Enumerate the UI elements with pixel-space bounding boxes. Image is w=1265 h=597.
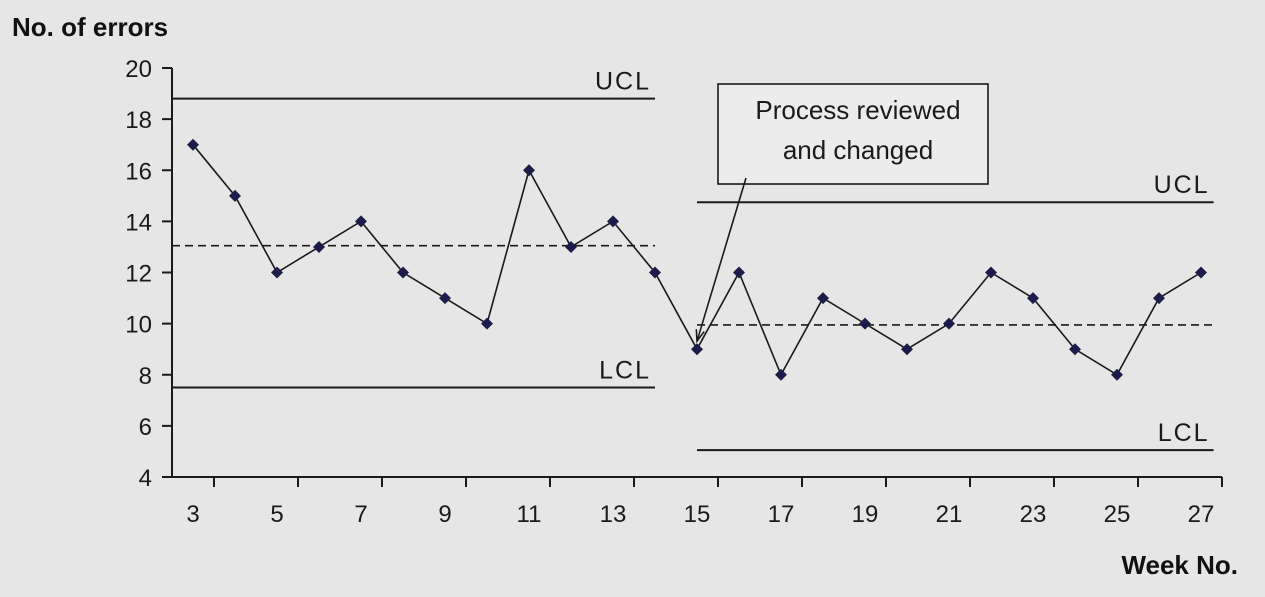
x-tick-label: 25 [1104, 501, 1131, 528]
annotation-arrow [696, 177, 747, 342]
y-tick-label: 12 [125, 261, 152, 288]
data-point [943, 317, 955, 330]
data-point [607, 215, 619, 228]
lcl-label-2: LCL [599, 357, 651, 385]
y-tick-label: 18 [125, 107, 152, 134]
x-tick-label: 17 [768, 501, 795, 528]
control-lines: UCL LCL UCL LCL [172, 68, 1214, 452]
x-tick-label: 23 [1020, 501, 1047, 528]
x-tick-label: 11 [517, 501, 542, 528]
y-tick-label: 10 [125, 312, 152, 339]
data-point [187, 138, 199, 151]
data-point [481, 317, 493, 330]
lcl-label-5: LCL [1158, 419, 1210, 447]
data-point [397, 266, 409, 279]
data-point [1069, 343, 1081, 356]
data-point [271, 266, 283, 279]
data-point [355, 215, 367, 228]
annotation-arrowhead [695, 329, 705, 344]
y-tick-label: 8 [139, 363, 152, 390]
y-axis-title: No. of errors [12, 12, 168, 42]
data-point [775, 368, 787, 381]
data-point [439, 292, 451, 305]
ucl-label-0: UCL [595, 68, 651, 96]
data-point [1111, 368, 1123, 381]
annotation-text: Process reviewed [755, 95, 960, 125]
y-tick-label: 14 [125, 209, 152, 236]
data-point [1195, 266, 1207, 279]
x-tick-label: 3 [186, 501, 199, 528]
y-tick-label: 20 [125, 56, 152, 83]
x-tick-label: 15 [684, 501, 711, 528]
annotation-text: and changed [783, 135, 933, 165]
data-point [565, 240, 577, 253]
x-axis-title: Week No. [1121, 550, 1238, 580]
x-tick-label: 27 [1188, 501, 1215, 528]
data-series [187, 138, 1207, 381]
x-tick-label: 5 [270, 501, 283, 528]
x-tick-label: 13 [600, 501, 627, 528]
y-tick-label: 4 [139, 465, 152, 492]
x-tick-label: 9 [438, 501, 451, 528]
x-tick-label: 7 [354, 501, 367, 528]
data-point [229, 189, 241, 202]
data-point [859, 317, 871, 330]
data-point [733, 266, 745, 279]
x-tick-label: 19 [852, 501, 879, 528]
data-point [901, 343, 913, 356]
y-tick-label: 16 [125, 158, 152, 185]
ucl-label-3: UCL [1154, 171, 1210, 199]
annotation: Process reviewed and changed [695, 83, 989, 344]
data-point [1027, 292, 1039, 305]
data-point [817, 292, 829, 305]
data-point [649, 266, 661, 279]
x-tick-label: 21 [936, 501, 963, 528]
y-tick-label: 6 [139, 414, 152, 441]
annotation-box [717, 83, 989, 185]
data-point [691, 343, 703, 356]
data-point [985, 266, 997, 279]
data-point [313, 240, 325, 253]
axes: 4 6 8 10 12 14 16 18 20 3 5 7 9 11 13 15 17 19 21 23 25 27 [125, 56, 1223, 528]
data-point [523, 164, 535, 177]
data-point [1153, 292, 1165, 305]
